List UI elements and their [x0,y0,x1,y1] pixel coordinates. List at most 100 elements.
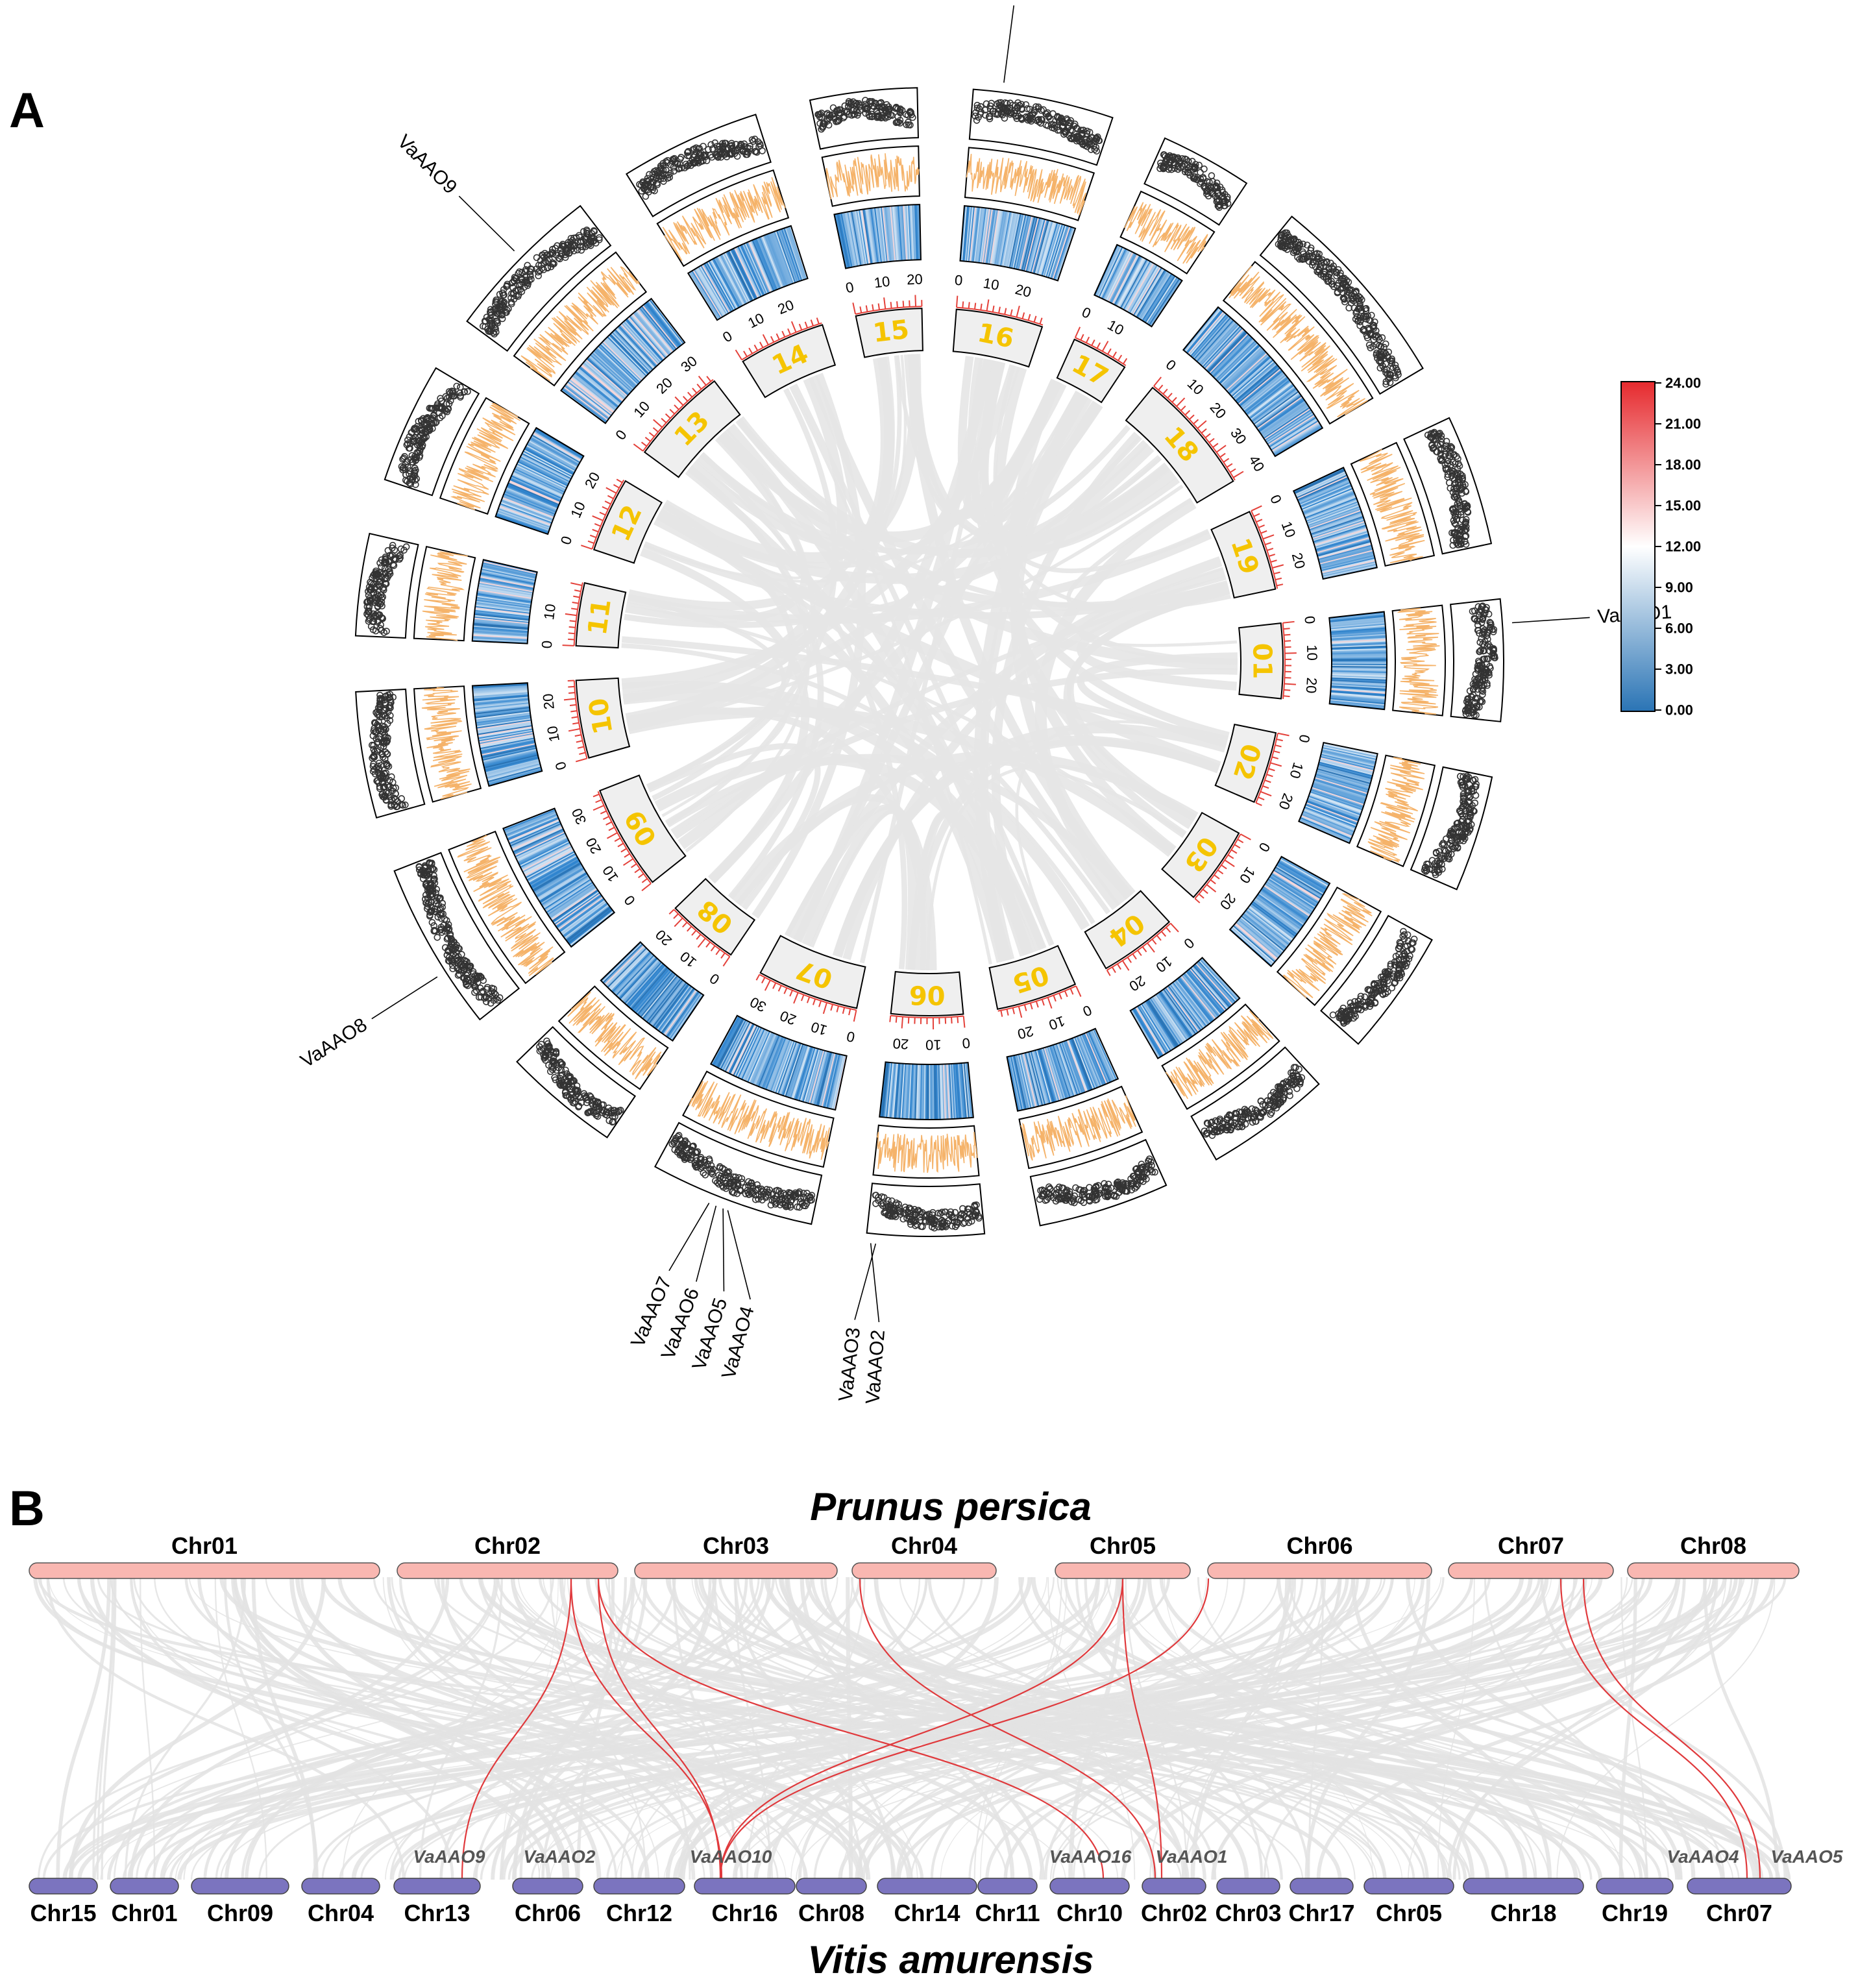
tick-mark [594,522,601,527]
scatter-point [836,106,843,114]
heatmap-cell [1314,528,1368,546]
tick-mark [634,868,641,874]
heatmap-cell [838,213,851,268]
heatmap-cell [1140,272,1171,320]
heatmap-cell [1036,221,1054,275]
scatter-point [1377,343,1384,350]
scatter-point [1299,240,1307,248]
scatter-point [1368,312,1375,319]
heatmap-cell [1190,313,1228,357]
tick-label: 10 [982,275,1000,293]
heatmap-cell [1303,493,1356,516]
heatmap-cell [981,208,991,264]
scatter-point [1282,236,1289,243]
tick-mark [755,974,761,981]
line-series [1124,202,1208,264]
heatmap-cell [1247,382,1292,417]
tick-mark [599,511,606,516]
scatter-point [1451,476,1458,484]
tick-mark [687,926,692,932]
heatmap-cell [1192,315,1230,358]
heatmap-cell [1317,543,1372,559]
heatmap-cell [853,210,864,265]
heatmap-cell [1299,482,1351,505]
heatmap-cell [851,210,862,266]
heatmap-cell [1108,252,1135,303]
scatter-point [1449,469,1456,477]
chromosome-block [1125,386,1234,504]
heatmap-cell [1041,222,1058,276]
heatmap-cell [990,210,1001,265]
heatmap-cell [1319,550,1374,565]
scatter-point [1430,443,1437,451]
tick-mark [793,992,799,1004]
tick-label: 10 [1153,953,1175,976]
heatmap-cell [1330,627,1386,633]
tick-mark [592,515,604,522]
tick-mark [668,909,675,915]
heatmap-cell [1306,502,1359,523]
heatmap-cell [868,208,878,264]
heatmap-cell [1314,527,1367,545]
heatmap-cell [911,204,914,260]
heatmap-cell [1297,478,1349,502]
scatter-point [1380,365,1388,373]
tick-label: 10 [544,724,563,743]
heatmap-cell [1134,268,1164,317]
heatmap-cell [1217,342,1258,382]
tick-mark [568,728,580,732]
heatmap-cell [893,205,899,261]
chromosome-block [952,308,1044,368]
scatter-point [1345,304,1353,312]
heatmap-cell [1106,251,1133,302]
tick-mark [581,545,593,550]
heatmap-cell [1248,382,1293,418]
tick-label: 20 [652,926,675,949]
heatmap-cell [1025,217,1041,272]
synteny-link [1015,720,1229,946]
tick-mark [1258,524,1265,528]
tick-mark [1251,505,1262,511]
tick-mark [1284,689,1291,691]
heatmap-cell [1321,559,1376,574]
tick-mark [890,302,892,309]
heatmap-cell [1304,496,1357,518]
heatmap-cell [1110,253,1138,304]
line-series [825,153,920,200]
heatmap-cell [1186,310,1223,353]
heatmap-cell [1330,618,1386,625]
heatmap-cell [1199,323,1238,365]
scatter-point [1442,450,1449,458]
heatmap-cell [1299,483,1351,506]
heatmap-cell [905,204,910,260]
heatmap-cell [1253,389,1299,424]
heatmap-cell [1263,407,1310,439]
heatmap-cell [1267,414,1315,446]
scatter-point [1437,439,1445,446]
heatmap-cell [862,209,872,264]
heatmap-cell [1141,273,1172,321]
tick-label: 0 [1081,1002,1094,1020]
scatter-point [1027,117,1035,125]
heatmap-cell [1234,363,1277,401]
tick-mark [1035,1001,1039,1008]
heatmap-cell [1115,256,1142,306]
tick-mark [1233,471,1244,478]
heatmap-cell [1189,313,1227,356]
heatmap-cell [995,210,1007,265]
heatmap-cell [1033,220,1050,274]
line-series [1359,448,1425,563]
heatmap-cell [879,206,887,262]
heatmap-cell [1129,265,1158,314]
heatmap-cell [1193,316,1230,360]
tick-mark [1158,384,1164,391]
heatmap-cell [1101,248,1127,299]
tick-mark [1132,953,1137,960]
tick-mark [986,299,990,312]
scatter-point [1220,197,1228,205]
scatter-point [1341,295,1348,303]
heatmap-cell [1213,337,1254,378]
scatter-point [854,109,862,117]
